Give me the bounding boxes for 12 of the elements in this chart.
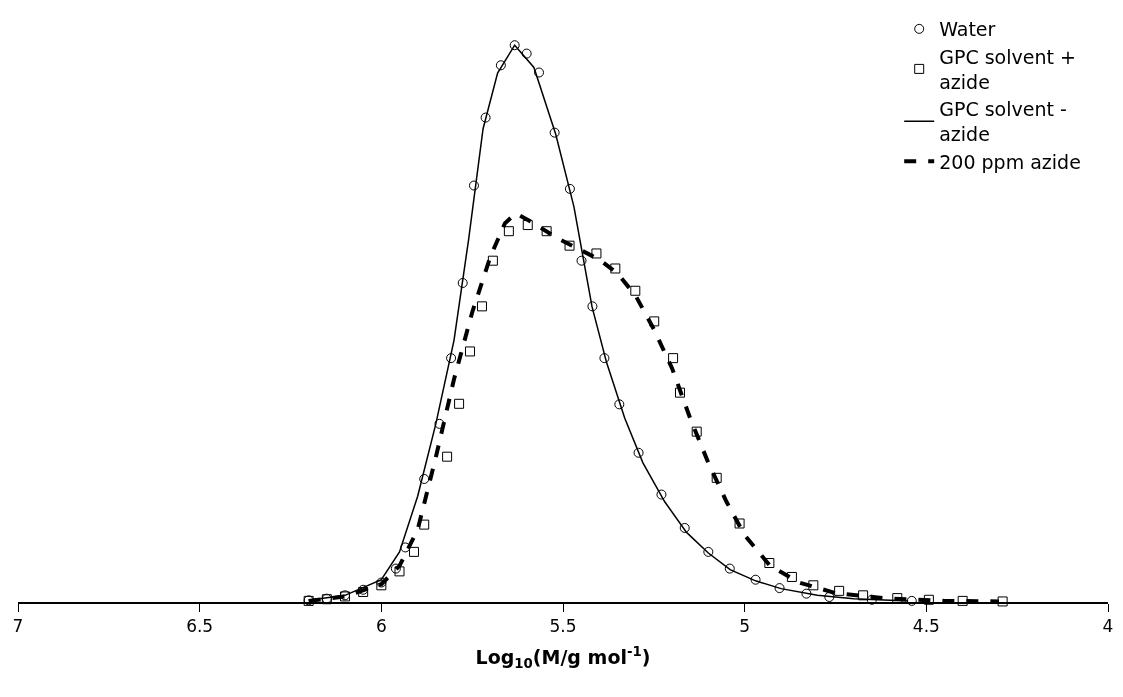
x-tick-label: 7 bbox=[12, 616, 24, 637]
legend-label: GPC solvent + azide bbox=[939, 45, 1076, 93]
x-tick-label: 5.5 bbox=[549, 616, 577, 637]
x-tick-label: 6 bbox=[375, 616, 387, 637]
legend-label: GPC solvent - azide bbox=[939, 98, 1067, 146]
x-axis-title: Log$_{10}$(M/g mol$^{-1}$) bbox=[475, 643, 651, 671]
x-tick-label: 5 bbox=[739, 616, 751, 637]
legend-label: 200 ppm azide bbox=[939, 150, 1081, 173]
legend-label: Water bbox=[939, 18, 996, 41]
x-tick-label: 4.5 bbox=[912, 616, 940, 637]
x-tick-label: 6.5 bbox=[186, 616, 214, 637]
x-tick-label: 4 bbox=[1102, 616, 1114, 637]
